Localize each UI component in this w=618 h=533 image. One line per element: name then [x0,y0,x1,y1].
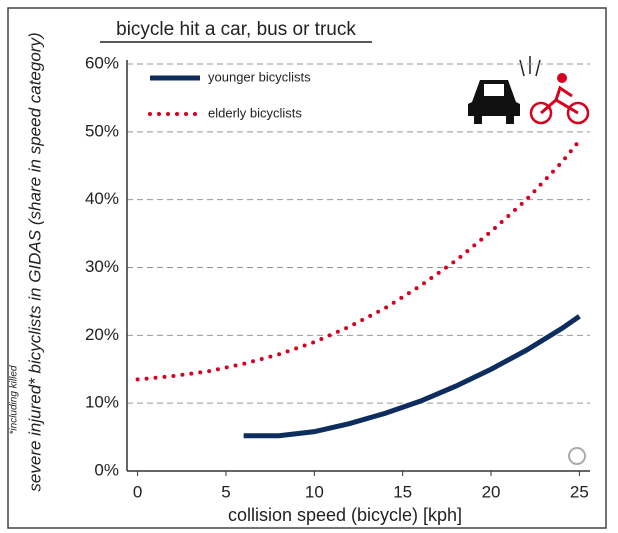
x-tick-label: 5 [221,482,230,501]
y-tick-label: 10% [85,393,119,412]
car-bike-icon [468,56,590,125]
y-tick-label: 40% [85,189,119,208]
x-tick-label: 15 [393,482,412,501]
x-axis-label: collision speed (bicycle) [kph] [228,505,462,525]
legend-label: younger bicyclists [208,69,311,84]
y-tick-label: 50% [85,121,119,140]
y-axis-label: severe injured* bicyclists in GIDAS (sha… [25,32,44,491]
series-line [243,314,581,439]
y-tick-label: 20% [85,325,119,344]
logo [568,447,586,465]
x-tick-label: 10 [305,482,324,501]
y-tick-label: 30% [85,257,119,276]
y-tick-label: 0% [94,460,119,479]
legend-label: elderly bicyclists [208,105,302,120]
footnote: *including killed [9,365,20,434]
y-tick-label: 60% [85,53,119,72]
chart-title: bicycle hit a car, bus or truck [116,19,356,40]
series-line [135,138,582,382]
x-tick-label: 25 [570,482,589,501]
x-tick-label: 0 [133,482,142,501]
x-tick-label: 20 [482,482,501,501]
